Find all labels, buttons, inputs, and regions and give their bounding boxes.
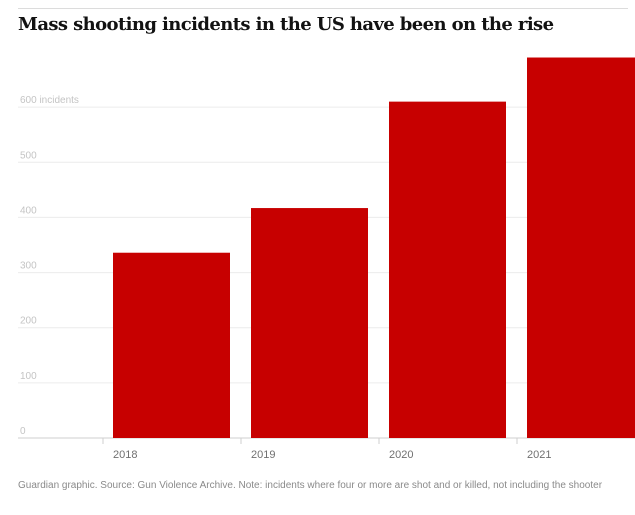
y-tick-label: 400 [20,205,37,216]
bar-2018 [113,252,230,438]
x-tick-label: 2021 [527,449,551,461]
y-tick-label: 300 [20,261,37,272]
bars [113,57,635,439]
y-tick-label: 100 [20,371,37,382]
y-tick-label: 500 [20,150,37,161]
chart-title: Mass shooting incidents in the US have b… [18,14,554,35]
labels: 0 100 200 300 400 500 600 incidents 2018 2019 202… [20,95,551,461]
bar-2020 [389,101,506,438]
y-tick-label: 200 [20,316,37,327]
source-note: Guardian graphic. Source: Gun Violence A… [18,480,603,491]
bar-2019 [251,208,368,438]
x-tick-label: 2018 [113,449,137,461]
bar-2021 [527,57,635,439]
title-rule [18,8,628,9]
bar-chart: 0 100 200 300 400 500 600 incidents 2018 2019 202… [18,57,635,461]
x-tick-label: 2020 [389,449,413,461]
y-tick-label: 600 incidents [20,95,79,106]
x-tick-label: 2019 [251,449,275,461]
y-tick-label: 0 [20,426,26,437]
